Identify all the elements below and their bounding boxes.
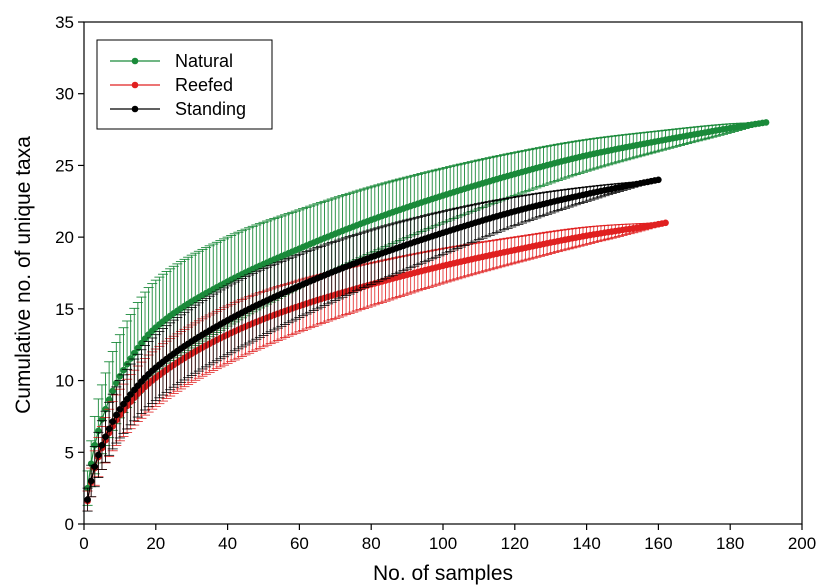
x-axis-title: No. of samples [373, 562, 513, 585]
legend-swatch-marker [131, 57, 139, 65]
data-point [105, 425, 113, 433]
x-tick-label: 200 [788, 534, 816, 553]
axes: 0 20 40 60 80 100 120 140 160 180 200 0 5 10 15 20 25 30 3… [55, 13, 816, 553]
data-point [120, 400, 127, 408]
y-tick-label: 35 [55, 13, 74, 32]
x-tick-label: 0 [79, 534, 88, 553]
data-point [116, 372, 124, 380]
data-point [130, 349, 138, 357]
data-point [109, 387, 117, 395]
data-point [123, 395, 131, 403]
data-point [87, 477, 95, 485]
x-tick-label: 140 [572, 534, 600, 553]
data-point [662, 219, 669, 227]
legend-swatch-marker [131, 81, 139, 89]
data-point [113, 411, 120, 419]
data-point [113, 379, 120, 387]
y-tick-label: 0 [65, 515, 74, 534]
legend: Natural Reefed Standing [96, 39, 273, 130]
data-point [84, 496, 91, 503]
data-point [138, 339, 145, 347]
x-tick-label: 180 [716, 534, 744, 553]
y-axis-title: Cumulative no. of unique taxa [12, 136, 35, 414]
data-point [95, 451, 102, 459]
data-point [127, 391, 134, 398]
data-point [655, 176, 662, 184]
x-tick-label: 60 [290, 534, 309, 553]
legend-item-reefed: Reefed [110, 75, 233, 95]
y-tick-label: 10 [55, 372, 74, 391]
data-point [91, 463, 99, 470]
x-tick-label: 120 [501, 534, 529, 553]
x-tick-label: 80 [362, 534, 381, 553]
data-point [127, 355, 134, 362]
data-point [109, 418, 117, 425]
legend-item-standing: Standing [110, 99, 246, 119]
series-standing [82, 176, 662, 512]
y-tick-label: 30 [55, 85, 74, 104]
series-line [87, 179, 659, 500]
y-tick-label: 15 [55, 300, 74, 319]
y-tick-label: 20 [55, 228, 74, 247]
x-tick-label: 100 [429, 534, 457, 553]
data-point [98, 441, 106, 449]
legend-label: Reefed [175, 75, 233, 95]
y-tick-label: 5 [65, 443, 74, 462]
legend-item-natural: Natural [110, 51, 233, 71]
legend-label: Standing [175, 99, 246, 119]
y-tick-label: 25 [55, 156, 74, 175]
x-tick-label: 160 [644, 534, 672, 553]
legend-swatch-marker [131, 105, 139, 113]
data-point [116, 405, 124, 413]
legend-label: Natural [175, 51, 233, 71]
data-point [120, 366, 127, 374]
data-point [762, 119, 770, 126]
x-tick-label: 40 [218, 534, 237, 553]
plot-area [82, 119, 770, 512]
x-tick-label: 20 [146, 534, 165, 553]
data-point [102, 433, 109, 441]
